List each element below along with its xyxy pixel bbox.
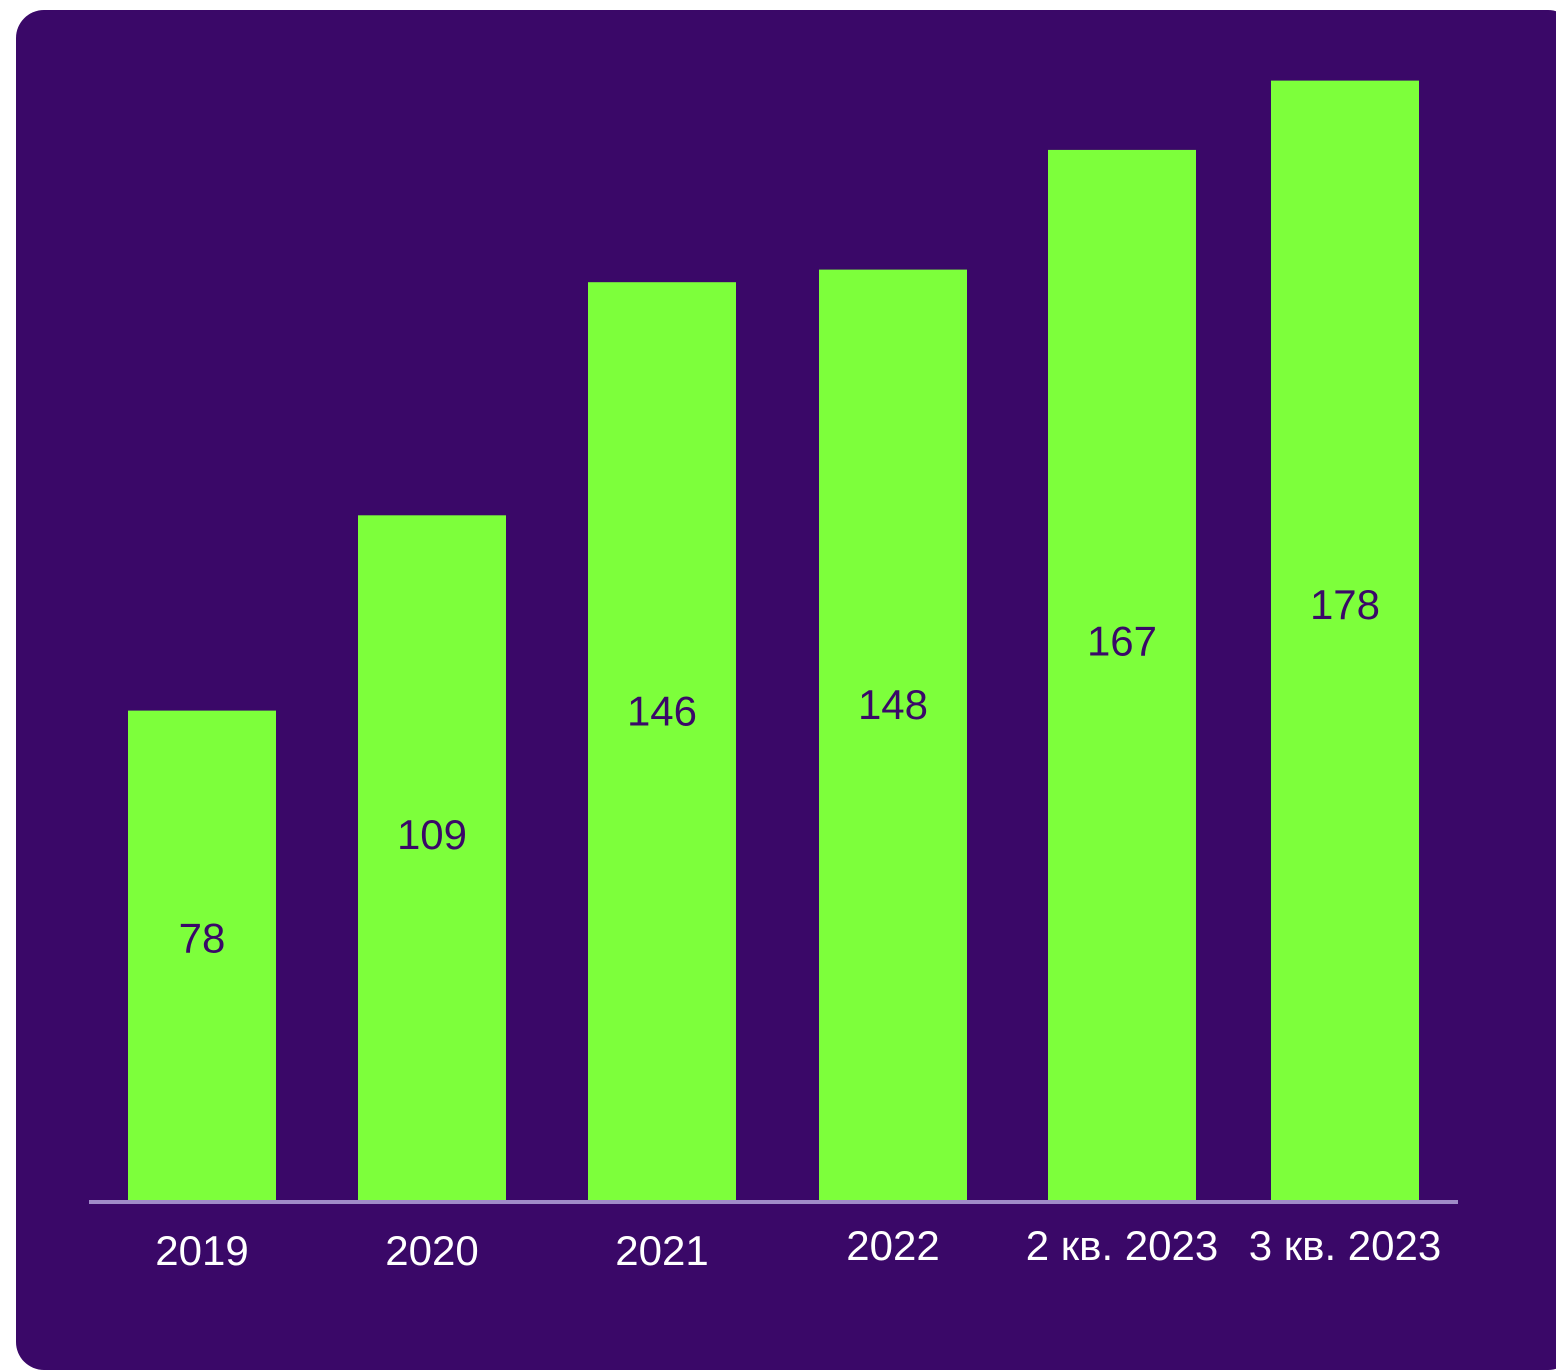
- category-label-2: 2020: [385, 1227, 478, 1274]
- value-label-1: 78: [179, 915, 226, 962]
- bar-2: [358, 515, 506, 1202]
- category-label-4: 2022: [846, 1222, 939, 1269]
- category-label-5: 2 кв. 2023: [1026, 1222, 1219, 1269]
- category-label-3: 2021: [615, 1227, 708, 1274]
- value-labels-group: 78 109 146 148 167 178: [179, 581, 1380, 962]
- category-label-6: 3 кв. 2023: [1249, 1222, 1442, 1269]
- value-label-5: 167: [1087, 617, 1157, 664]
- bar-4: [819, 269, 967, 1203]
- value-label-6: 178: [1310, 581, 1380, 628]
- bar-1: [128, 710, 276, 1202]
- value-label-4: 148: [858, 681, 928, 728]
- category-label-1: 2019: [155, 1227, 248, 1274]
- bar-6: [1271, 80, 1419, 1203]
- bar-3: [588, 282, 736, 1202]
- value-label-2: 109: [397, 811, 467, 858]
- bar-5: [1048, 149, 1196, 1202]
- bars-group: [128, 80, 1419, 1203]
- value-label-3: 146: [627, 688, 697, 735]
- category-labels-group: 2019 2020 2021 2022 2 кв. 2023 3 кв. 2023: [155, 1222, 1441, 1274]
